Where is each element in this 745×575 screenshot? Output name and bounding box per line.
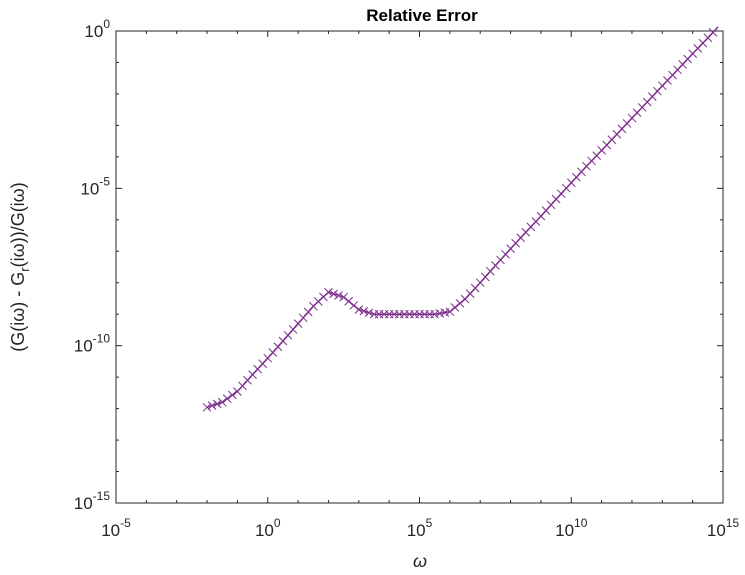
data-point-marker: [278, 336, 288, 346]
x-tick-label: 1015: [707, 516, 740, 540]
x-tick-labels: 10-5 100 105 1010 1015: [101, 516, 739, 540]
data-point-marker: [212, 399, 222, 409]
axis-ticks: [115, 30, 724, 504]
data-point-marker: [708, 28, 718, 37]
data-point-marker: [222, 394, 232, 403]
y-tick-label: 10-5: [80, 174, 110, 198]
y-tick-label: 100: [84, 17, 110, 41]
data-point-marker: [344, 296, 354, 306]
x-tick-label: 105: [407, 516, 433, 540]
plot-area: [115, 30, 724, 504]
data-point-marker: [217, 397, 227, 407]
data-point-marker: [283, 330, 293, 340]
series-layer: [202, 26, 719, 412]
x-tick-label: 100: [255, 516, 281, 540]
data-point-marker: [450, 303, 460, 312]
data-point-marker: [334, 291, 343, 300]
data-point-marker: [364, 308, 374, 318]
data-point-marker: [202, 402, 212, 412]
data-point-marker: [207, 401, 217, 410]
x-tick-label: 1010: [555, 516, 588, 540]
data-point-marker: [293, 319, 303, 329]
data-point-marker: [359, 306, 369, 316]
series-line: [206, 26, 719, 409]
data-point-marker: [455, 298, 465, 308]
data-point-marker: [349, 301, 359, 310]
data-point-marker: [354, 305, 364, 314]
y-tick-label: 10-15: [74, 489, 111, 513]
x-axis-label: ω: [413, 551, 427, 571]
data-point-marker: [227, 390, 237, 400]
data-point-marker: [324, 287, 333, 297]
data-point-marker: [298, 313, 308, 323]
data-point-marker: [288, 325, 298, 334]
data-point-marker: [339, 292, 349, 302]
data-point-marker: [329, 289, 338, 299]
y-axis-label: (G(iω) - Gr(iω))/G(iω): [8, 182, 32, 351]
data-point-marker: [303, 307, 313, 317]
chart-title: Relative Error: [366, 6, 478, 25]
y-tick-label: 10-10: [74, 332, 111, 356]
y-tick-labels: 10-15 10-10 10-5 100: [74, 17, 111, 513]
x-tick-label: 10-5: [101, 516, 131, 540]
data-point-marker: [445, 307, 455, 317]
